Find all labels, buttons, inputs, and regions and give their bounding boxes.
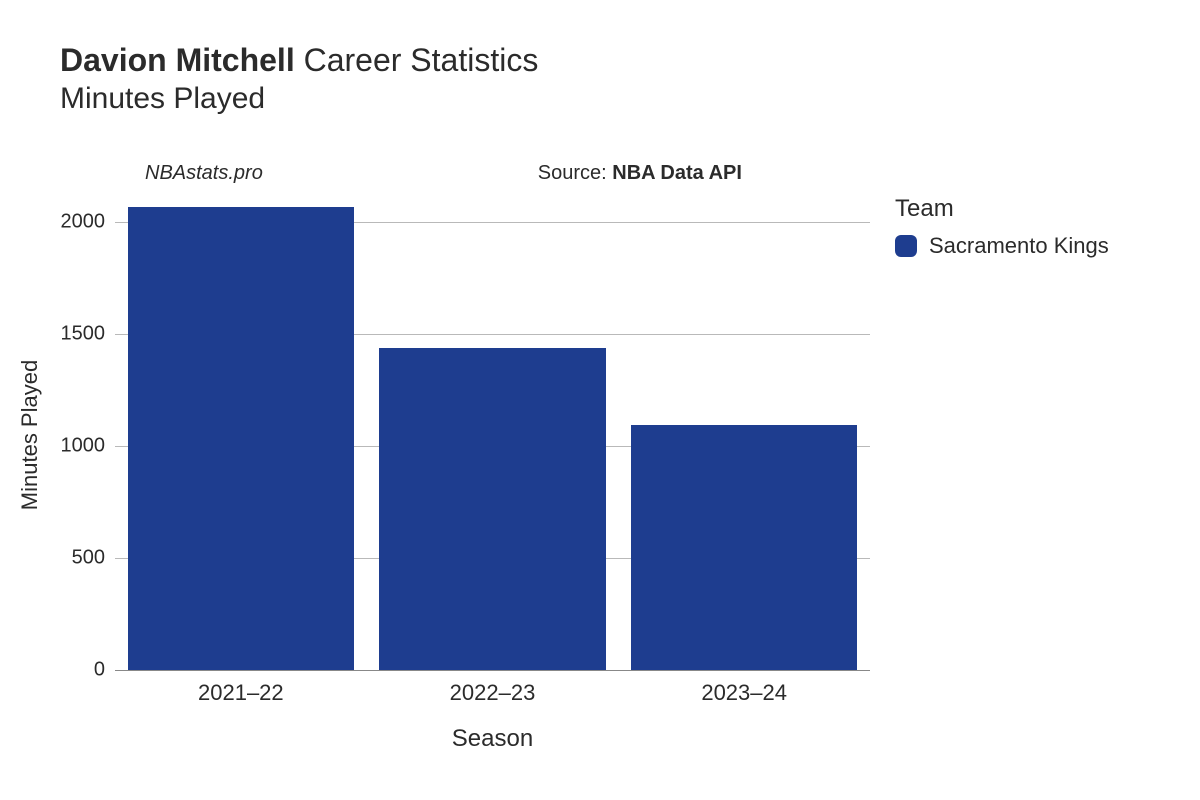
chart-subtitle: Minutes Played: [60, 82, 538, 116]
y-tick-label: 500: [72, 547, 105, 570]
x-axis-title: Season: [452, 725, 533, 753]
legend-item: Sacramento Kings: [895, 233, 1109, 259]
source-prefix: Source:: [538, 162, 612, 184]
chart-title: Davion Mitchell Career Statistics: [60, 40, 538, 80]
x-tick-label: 2022–23: [450, 680, 536, 706]
title-block: Davion Mitchell Career Statistics Minute…: [60, 40, 538, 116]
x-tick-label: 2023–24: [701, 680, 787, 706]
legend: Team Sacramento Kings: [895, 195, 1109, 259]
legend-swatch: [895, 235, 917, 257]
source-name: NBA Data API: [612, 162, 742, 184]
bar: [128, 207, 355, 670]
y-axis-title: Minutes Played: [17, 360, 43, 510]
legend-title: Team: [895, 195, 1109, 223]
bar: [631, 425, 858, 670]
title-player: Davion Mitchell: [60, 42, 295, 78]
chart-canvas: Davion Mitchell Career Statistics Minute…: [0, 0, 1200, 800]
watermark: NBAstats.pro: [145, 162, 263, 185]
y-tick-label: 1500: [61, 323, 106, 346]
bar: [379, 348, 606, 670]
legend-label: Sacramento Kings: [929, 233, 1109, 259]
source-attribution: Source: NBA Data API: [538, 162, 742, 185]
y-tick-label: 2000: [61, 211, 106, 234]
y-tick-label: 1000: [61, 435, 106, 458]
y-tick-label: 0: [94, 659, 105, 682]
x-tick-label: 2021–22: [198, 680, 284, 706]
plot-area: 05001000150020002021–222022–232023–24: [115, 200, 870, 670]
title-suffix: Career Statistics: [304, 42, 539, 78]
x-axis-line: [115, 670, 870, 671]
